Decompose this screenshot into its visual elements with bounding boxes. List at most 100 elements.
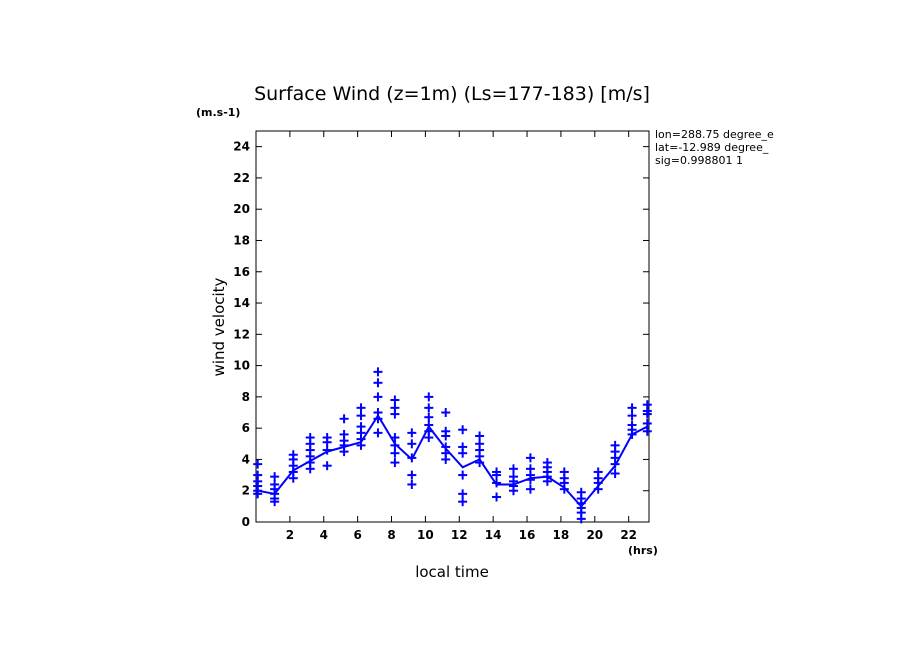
x-tick-label: 12 (451, 528, 468, 542)
plot-frame (255, 130, 650, 523)
sample-point (288, 473, 298, 483)
sample-point (390, 448, 400, 458)
sample-point (390, 440, 400, 450)
x-axis-label: local time (415, 563, 489, 581)
sample-point (458, 470, 468, 480)
x-tick-label: 10 (417, 528, 434, 542)
sample-point (627, 429, 637, 439)
sample-point (322, 445, 332, 455)
sample-point (339, 414, 349, 424)
sample-point (441, 408, 451, 418)
sample-point (492, 470, 502, 480)
y-tick-label: 2 (242, 484, 250, 498)
y-tick-label: 18 (233, 233, 250, 247)
y-tick-label: 16 (233, 265, 250, 279)
sample-point (424, 392, 434, 402)
sample-point (458, 489, 468, 499)
x-tick-label: 2 (286, 528, 294, 542)
x-tick-label: 16 (519, 528, 536, 542)
sample-point (642, 426, 652, 436)
sample-point (373, 428, 383, 438)
sample-point (373, 378, 383, 388)
sample-point (492, 478, 502, 488)
sample-point (593, 484, 603, 494)
y-unit-label: (m.s-1) (196, 106, 240, 119)
annotation-lon: lon=288.75 degree_e (655, 128, 774, 141)
sample-point (542, 476, 552, 486)
annotation-clip (780, 128, 904, 168)
y-tick-label: 24 (233, 140, 250, 154)
y-tick-label: 10 (233, 359, 250, 373)
sample-point (525, 453, 535, 463)
sample-point (373, 367, 383, 377)
sample-point (475, 458, 485, 468)
mean-line (257, 413, 648, 508)
sample-point (610, 469, 620, 479)
annotation-sig: sig=0.998801 1 (655, 154, 743, 167)
sample-point (610, 459, 620, 469)
sample-point (642, 418, 652, 428)
chart-title: Surface Wind (z=1m) (Ls=177-183) [m/s] (254, 83, 650, 105)
sample-point (424, 403, 434, 413)
y-tick-label: 12 (233, 327, 250, 341)
sample-point (492, 492, 502, 502)
sample-point (253, 459, 263, 469)
sample-point (576, 514, 586, 524)
x-tick-label: 6 (353, 528, 361, 542)
x-tick-label: 4 (320, 528, 328, 542)
sample-point (270, 472, 280, 482)
y-tick-label: 0 (242, 515, 250, 529)
data-series (253, 367, 652, 524)
sample-point (407, 453, 417, 463)
sample-point (407, 470, 417, 480)
x-unit-label: (hrs) (628, 544, 658, 557)
x-tick-label: 22 (620, 528, 637, 542)
sample-point (322, 461, 332, 471)
y-tick-label: 4 (242, 452, 250, 466)
x-axis: 2 4 6 8 10 12 14 16 18 20 22 (286, 131, 637, 542)
y-tick-label: 20 (233, 202, 250, 216)
sample-point (373, 414, 383, 424)
sample-point (356, 440, 366, 450)
sample-point (390, 409, 400, 419)
sample-point (356, 411, 366, 421)
sample-point (390, 433, 400, 443)
sample-point (642, 409, 652, 419)
sample-point (475, 431, 485, 441)
sample-point (441, 454, 451, 464)
sample-point (407, 428, 417, 438)
sample-point (407, 439, 417, 449)
annotation-lat: lat=-12.989 degree_ (655, 141, 769, 154)
sample-point (458, 497, 468, 507)
sample-point (441, 431, 451, 441)
y-tick-label: 8 (242, 390, 250, 404)
sample-point (305, 464, 315, 474)
sample-point (253, 489, 263, 499)
sample-point (424, 412, 434, 422)
x-tick-label: 8 (387, 528, 395, 542)
sample-point (390, 395, 400, 405)
sample-point (458, 425, 468, 435)
sample-point (525, 484, 535, 494)
x-tick-label: 14 (485, 528, 502, 542)
y-axis-label: wind velocity (210, 277, 228, 376)
sample-point (424, 433, 434, 443)
y-tick-label: 6 (242, 421, 250, 435)
x-tick-label: 20 (586, 528, 603, 542)
sample-point (390, 458, 400, 468)
sample-point (559, 484, 569, 494)
y-tick-label: 22 (233, 171, 250, 185)
sample-point (356, 403, 366, 413)
x-tick-label: 18 (553, 528, 570, 542)
sample-point (322, 437, 332, 447)
sample-point (407, 479, 417, 489)
sample-point (627, 411, 637, 421)
sample-point (339, 447, 349, 457)
sample-point (373, 392, 383, 402)
sample-point (508, 486, 518, 496)
sample-point (508, 464, 518, 474)
sample-point (525, 475, 535, 485)
sample-point (458, 448, 468, 458)
